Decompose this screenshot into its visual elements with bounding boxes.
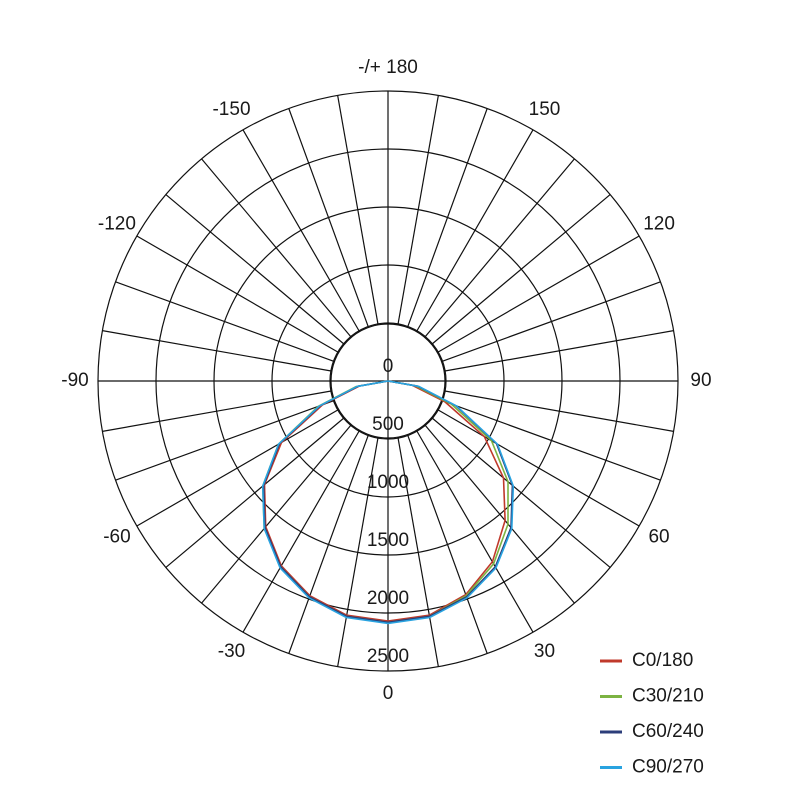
angle-tick-label: -150 [212,99,250,120]
r-tick-label: 1000 [367,472,409,493]
angle-tick-label: 120 [643,214,675,235]
grid-ring [155,148,621,614]
legend-label: C60/240 [632,721,704,742]
inner-circle [330,323,446,439]
grid-ring [213,206,563,556]
legend-label: C0/180 [632,650,693,671]
r-tick-label: 500 [372,414,404,435]
angle-tick-label: -/+ 180 [358,57,418,78]
angle-tick-label: -120 [98,214,136,235]
angle-tick-label: -60 [103,527,130,548]
grid-ring [329,322,447,440]
r-tick-label: 2500 [367,646,409,667]
r-tick-label: 0 [383,356,394,377]
grid-ring [271,264,505,498]
legend-label: C30/210 [632,686,704,707]
angle-tick-label: 60 [648,527,669,548]
r-tick-label: 1500 [367,530,409,551]
grid-ring [97,90,679,672]
series-line [261,380,515,625]
angle-tick-label: -30 [218,641,245,662]
angle-tick-label: 30 [534,641,555,662]
angle-tick-label: -90 [61,370,88,391]
legend-label: C90/270 [632,757,704,778]
angle-tick-label: 90 [690,370,711,391]
r-tick-label: 2000 [367,588,409,609]
angle-tick-label: 0 [383,683,394,704]
angle-tick-label: 150 [529,99,561,120]
